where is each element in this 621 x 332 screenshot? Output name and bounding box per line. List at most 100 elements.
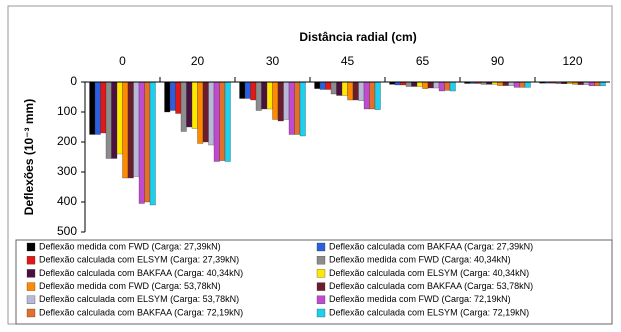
- bar: [149, 81, 156, 206]
- legend-swatch: [316, 256, 326, 265]
- bar: [244, 81, 251, 99]
- legend-swatch: [26, 282, 36, 291]
- bar: [272, 81, 279, 120]
- bar: [138, 81, 145, 204]
- bar: [449, 81, 456, 92]
- bar: [336, 81, 343, 96]
- bar: [433, 81, 440, 89]
- legend-swatch: [316, 295, 326, 304]
- bar: [180, 81, 187, 132]
- legend-swatch: [26, 269, 36, 278]
- bar: [116, 81, 123, 155]
- bar: [341, 81, 348, 96]
- legend-label: Deflexão medida com FWD (Carga: 72,19kN): [329, 294, 511, 304]
- bar: [127, 81, 134, 179]
- bar: [277, 81, 284, 122]
- legend-label: Deflexão calculada com BAKFAA (Carga: 53…: [329, 281, 533, 291]
- bar: [250, 81, 257, 101]
- bar: [444, 81, 451, 91]
- legend-swatch: [26, 295, 36, 304]
- bar: [369, 81, 376, 110]
- bar: [133, 81, 140, 177]
- y-tick-label: 0: [70, 74, 77, 88]
- legend-label: Deflexão calculada com ELSYM (Carga: 53,…: [39, 294, 239, 304]
- bar: [213, 81, 220, 162]
- bar: [405, 81, 412, 87]
- x-tick-label: 0: [119, 54, 126, 68]
- bar: [374, 81, 381, 110]
- bar: [363, 81, 370, 110]
- x-tick-label: 90: [491, 54, 505, 68]
- bar: [599, 81, 606, 87]
- bar: [94, 81, 101, 135]
- bar: [224, 81, 231, 162]
- bar: [347, 81, 354, 101]
- bar: [524, 81, 531, 88]
- bar: [294, 81, 301, 135]
- legend-label: Deflexão calculada com ELSYM (Carga: 27,…: [39, 255, 239, 265]
- bar: [122, 81, 129, 179]
- bar: [422, 81, 429, 89]
- bar: [299, 81, 306, 137]
- legend-swatch: [26, 242, 36, 252]
- bar: [169, 81, 176, 111]
- x-tick-label: 30: [266, 54, 280, 68]
- bar: [266, 81, 273, 110]
- bar: [105, 81, 112, 159]
- legend-swatch: [316, 308, 326, 318]
- x-tick-label: 120: [562, 54, 582, 68]
- bar: [255, 81, 262, 111]
- bar: [314, 81, 321, 89]
- legend-label: Deflexão calculada com ELSYM (Carga: 40,…: [329, 268, 529, 278]
- bar: [358, 81, 365, 101]
- bar: [330, 81, 337, 95]
- bar: [594, 81, 601, 87]
- bar: [519, 81, 526, 88]
- bar: [352, 81, 359, 101]
- bar: [502, 81, 509, 86]
- bar: [438, 81, 445, 92]
- chart-title: Distância radial (cm): [299, 30, 416, 44]
- x-tick-label: 20: [191, 54, 205, 68]
- bar: [208, 81, 215, 146]
- bar: [416, 81, 423, 87]
- legend-label: Deflexão calculada com ELSYM (Carga: 72,…: [329, 307, 529, 317]
- legend-label: Deflexão medida com FWD (Carga: 27,39kN): [39, 241, 221, 251]
- bar: [164, 81, 171, 113]
- bar: [197, 81, 204, 144]
- bar: [283, 81, 290, 120]
- bar: [325, 81, 332, 90]
- legend-swatch: [26, 308, 36, 318]
- bar: [100, 81, 107, 134]
- bar: [186, 81, 193, 128]
- legend-swatch: [316, 242, 326, 252]
- legend-label: Deflexão calculada com BAKFAA (Carga: 27…: [329, 241, 533, 251]
- bar: [288, 81, 295, 135]
- legend-frame: [15, 239, 613, 325]
- legend-label: Deflexão calculada com BAKFAA (Carga: 40…: [39, 268, 243, 278]
- legend-swatch: [316, 269, 326, 278]
- x-tick-label: 45: [341, 54, 355, 68]
- bar: [497, 81, 504, 86]
- bar: [191, 81, 198, 129]
- bar: [319, 81, 326, 90]
- y-axis-label: Deflexões (10⁻³ mm): [22, 99, 36, 215]
- y-tick-label: 300: [57, 164, 77, 178]
- bar: [513, 81, 520, 88]
- chart-frame: [7, 5, 613, 325]
- legend-label: Deflexão medida com FWD (Carga: 40,34kN): [329, 255, 511, 265]
- y-tick-label: 500: [57, 224, 77, 238]
- bar: [411, 81, 418, 87]
- bar: [144, 81, 151, 203]
- bar: [175, 81, 182, 114]
- bar: [261, 81, 268, 110]
- bar: [202, 81, 209, 143]
- legend-label: Deflexão medida com FWD (Carga: 53,78kN): [39, 281, 221, 291]
- y-tick-label: 200: [57, 134, 77, 148]
- x-tick-label: 65: [416, 54, 430, 68]
- bar: [89, 81, 96, 135]
- legend-swatch: [316, 282, 326, 291]
- bar: [588, 81, 595, 87]
